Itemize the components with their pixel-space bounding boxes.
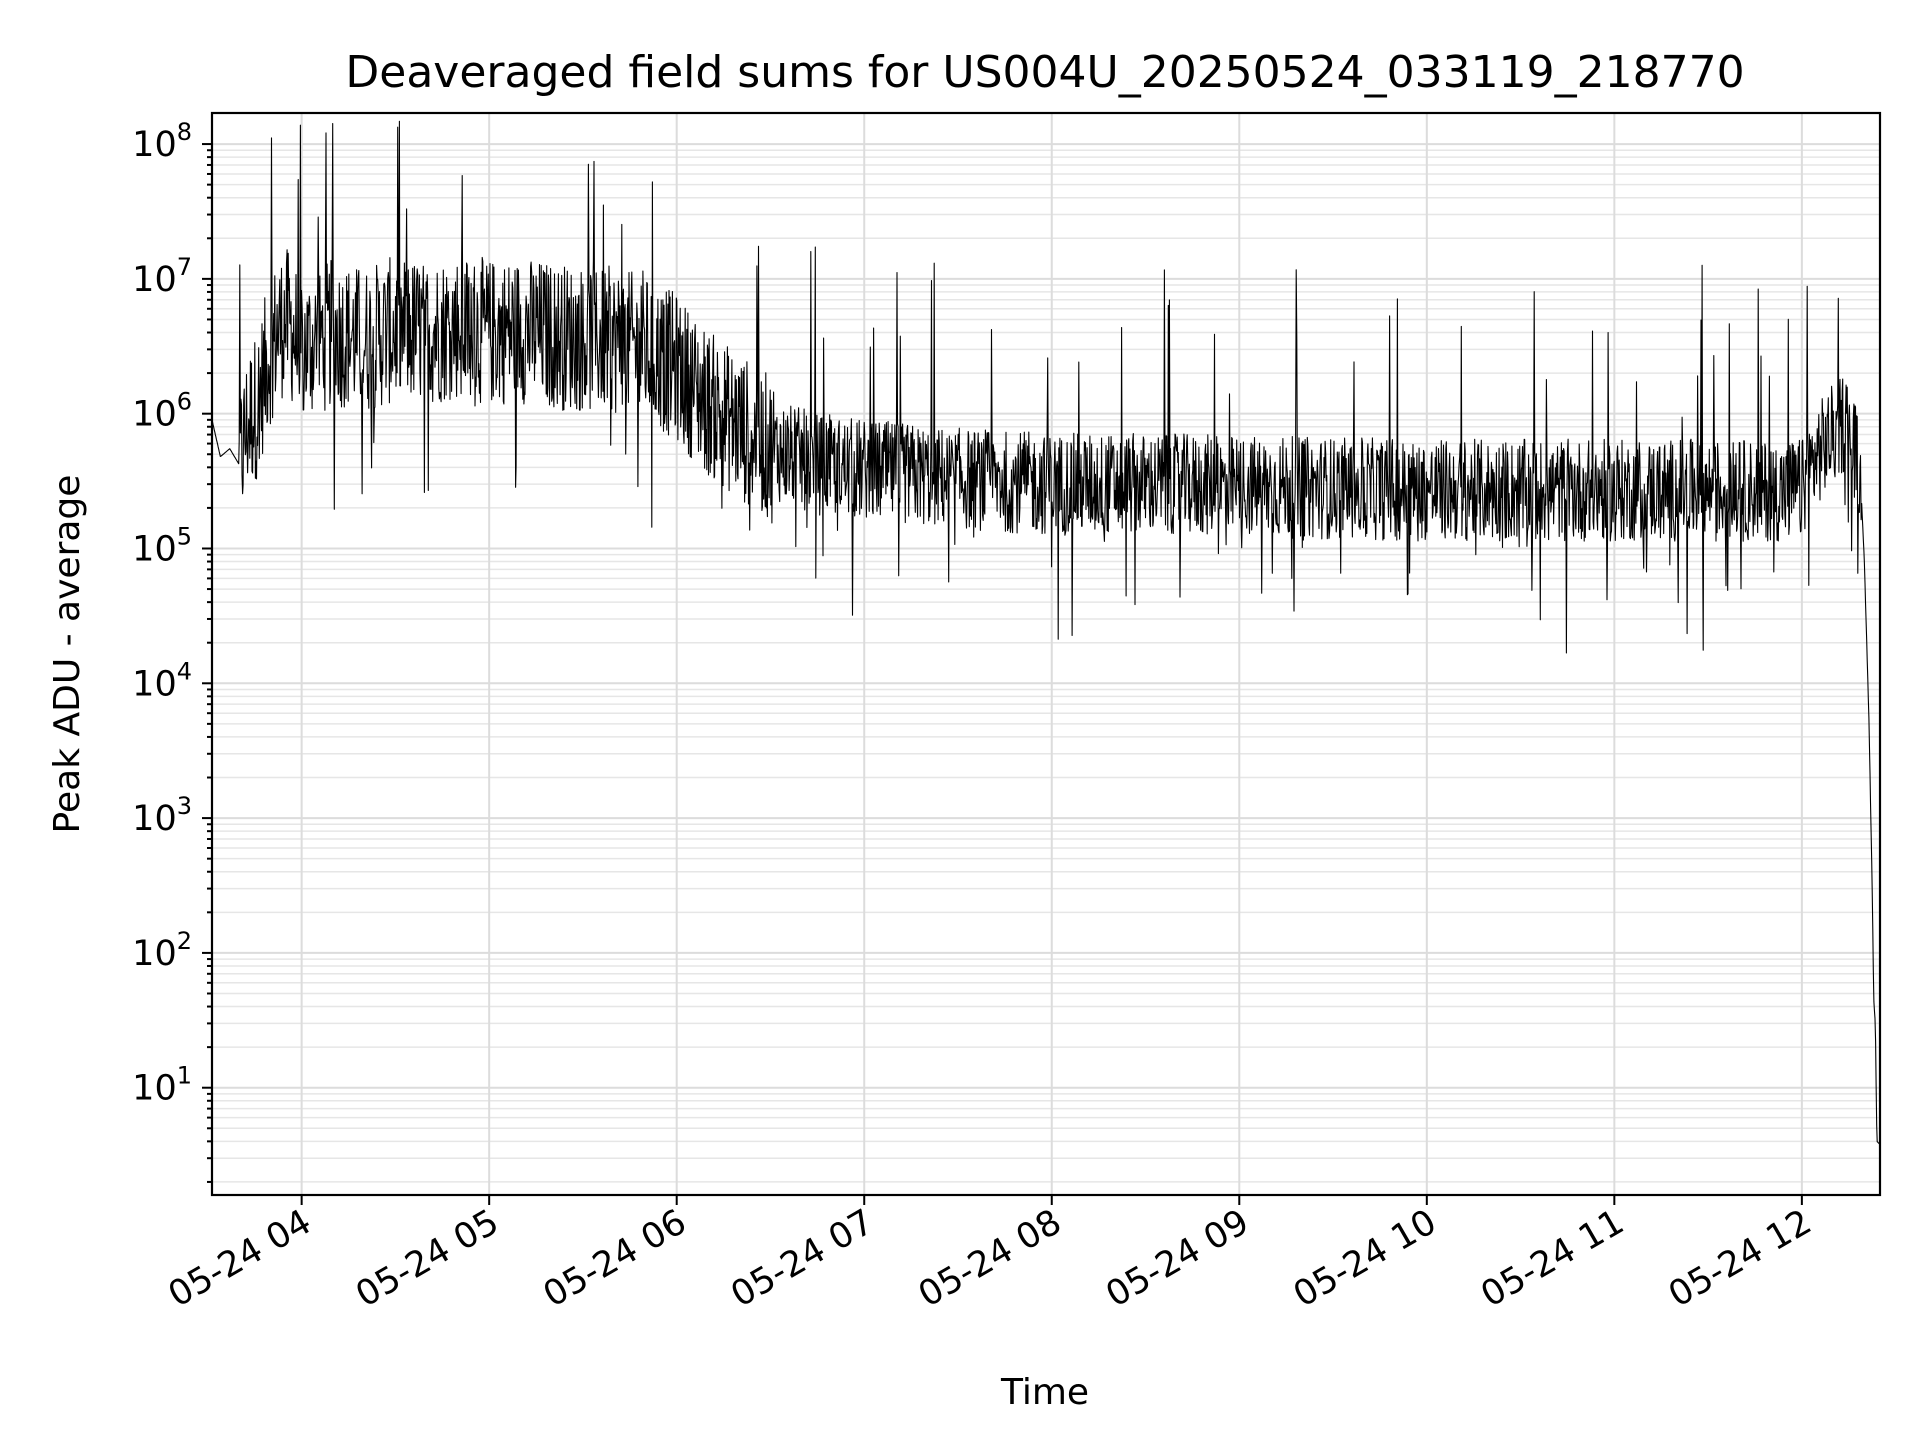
series-layer (211, 120, 1881, 1145)
y-tick-exponent: 8 (177, 118, 192, 146)
y-tick-exponent: 6 (177, 388, 192, 416)
y-tick-base: 10 (132, 125, 177, 165)
chart-title: Deaveraged field sums for US004U_2025052… (345, 47, 1744, 98)
y-tick-base: 10 (132, 260, 177, 300)
y-tick-base: 10 (132, 1069, 177, 1109)
y-axis-label: Peak ADU - average (47, 475, 88, 834)
y-tick-exponent: 2 (177, 927, 192, 955)
y-tick-base: 10 (132, 529, 177, 569)
y-tick-base: 10 (132, 664, 177, 704)
x-axis-label: Time (1000, 1372, 1089, 1413)
y-tick-label: 105 (132, 522, 192, 569)
y-tick-label: 102 (132, 927, 192, 974)
y-tick-label: 101 (132, 1062, 192, 1109)
y-tick-label: 106 (132, 388, 192, 435)
y-tick-label: 108 (132, 118, 192, 165)
y-tick-base: 10 (132, 395, 177, 435)
y-tick-exponent: 5 (177, 522, 192, 550)
y-tick-base: 10 (132, 934, 177, 974)
y-tick-exponent: 4 (177, 657, 192, 685)
plot-frame (210, 111, 1882, 1197)
series-line (211, 120, 1881, 1145)
y-tick-label: 107 (132, 253, 192, 300)
y-tick-exponent: 1 (177, 1062, 192, 1090)
y-tick-base: 10 (132, 799, 177, 839)
y-tick-label: 104 (132, 657, 192, 704)
y-tick-label: 103 (132, 792, 192, 839)
y-tick-exponent: 7 (177, 253, 192, 281)
y-tick-exponent: 3 (177, 792, 192, 820)
axis-ticks (202, 143, 1803, 1205)
gridlines (212, 113, 1880, 1195)
